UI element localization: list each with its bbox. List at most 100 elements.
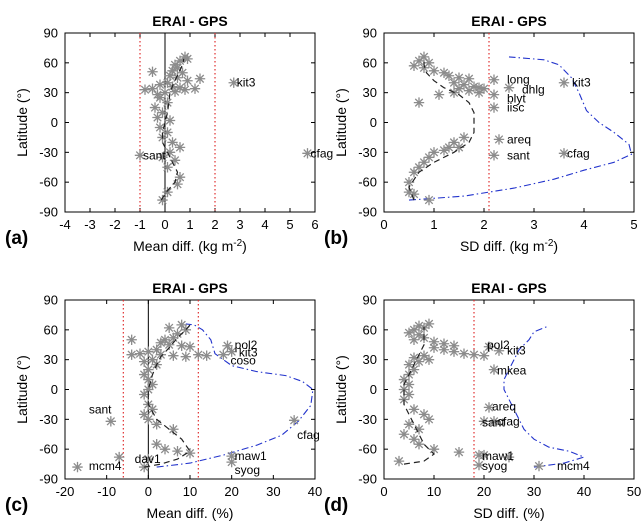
- data-point: [180, 324, 192, 336]
- data-point: [174, 142, 186, 153]
- station-label: syog: [235, 463, 260, 477]
- data-point: [533, 460, 545, 472]
- y-tick-label: -60: [39, 175, 58, 190]
- station-label: dav1: [135, 452, 161, 466]
- data-point: [408, 364, 420, 375]
- data-point: [418, 157, 430, 168]
- data-point: [453, 142, 465, 153]
- data-point: [134, 348, 146, 359]
- data-point: [448, 77, 460, 88]
- x-tick-label: 10: [427, 484, 441, 499]
- data-point: [428, 147, 440, 158]
- station-label: iisc: [507, 101, 524, 115]
- data-point: [488, 74, 500, 85]
- y-tick-label: 0: [370, 115, 377, 130]
- data-point: [162, 97, 173, 108]
- data-point: [408, 434, 420, 445]
- data-point: [179, 84, 191, 95]
- data-point: [147, 404, 158, 415]
- y-tick-label: 0: [51, 115, 58, 130]
- data-point: [418, 62, 430, 74]
- data-point: [138, 369, 150, 380]
- data-point: [438, 67, 450, 78]
- data-point: [176, 319, 187, 331]
- data-point: [408, 352, 420, 363]
- fit-line: [144, 324, 191, 468]
- y-tick-label: 0: [51, 382, 58, 397]
- data-point: [403, 176, 415, 188]
- data-point: [147, 379, 158, 390]
- data-point: [493, 134, 505, 145]
- fit-line: [408, 58, 475, 201]
- data-point: [403, 419, 415, 430]
- data-point: [138, 356, 150, 367]
- data-point: [558, 77, 570, 88]
- y-axis-label: Latitude (°): [14, 355, 30, 424]
- data-point: [488, 102, 500, 113]
- data-point: [413, 356, 425, 367]
- data-point: [172, 328, 183, 340]
- data-point: [143, 414, 154, 425]
- station-label: cfag: [311, 146, 334, 160]
- data-point: [228, 77, 239, 88]
- chart-title: ERAI - GPS: [471, 280, 546, 296]
- data-point: [458, 132, 470, 143]
- data-point: [408, 167, 420, 178]
- station-label: mcm4: [557, 459, 590, 473]
- data-point: [413, 55, 425, 67]
- x-tick-label: 4: [261, 217, 268, 232]
- data-point: [403, 359, 415, 370]
- data-point: [226, 346, 237, 357]
- data-point: [413, 162, 425, 173]
- x-tick-label: 40: [308, 484, 322, 499]
- y-tick-label: 0: [370, 382, 377, 397]
- data-point: [288, 415, 300, 426]
- data-point: [398, 374, 410, 385]
- panel-3: ERAI - GPS -90 -60 -30 0 30 60 90 -20 -10 0 10 20 30 4…: [5, 280, 322, 521]
- chart-title: ERAI - GPS: [152, 280, 227, 296]
- y-tick-label: 30: [363, 352, 377, 367]
- data-point: [418, 51, 430, 63]
- data-point: [468, 349, 480, 360]
- x-tick-label: 0: [380, 217, 387, 232]
- data-point: [113, 451, 125, 463]
- data-point: [189, 83, 201, 94]
- data-point: [403, 389, 415, 400]
- data-point: [105, 416, 117, 427]
- station-label: pol2: [487, 338, 510, 352]
- x-axis-label: Mean diff. (%): [147, 505, 234, 521]
- data-point: [138, 409, 150, 420]
- data-point: [159, 334, 171, 345]
- data-point: [159, 443, 171, 455]
- data-point: [478, 416, 490, 427]
- x-tick-label: -10: [97, 484, 116, 499]
- y-tick-label: -60: [358, 175, 377, 190]
- data-point: [184, 447, 196, 459]
- data-point: [172, 178, 183, 190]
- data-point: [433, 89, 445, 100]
- y-tick-label: 60: [44, 55, 58, 70]
- station-label: kit3: [507, 344, 526, 358]
- data-point: [151, 438, 162, 450]
- station-label: sant: [89, 402, 112, 416]
- plot-area: [403, 33, 633, 212]
- y-axis-label: Latitude (°): [14, 88, 30, 157]
- data-point: [428, 342, 440, 353]
- y-tick-label: 60: [44, 322, 58, 337]
- data-point: [393, 455, 405, 467]
- x-tick-label: -1: [134, 217, 146, 232]
- data-point: [154, 92, 166, 103]
- data-point: [138, 461, 150, 473]
- data-point: [164, 147, 176, 158]
- data-point: [201, 350, 212, 361]
- x-tick-label: 0: [145, 484, 152, 499]
- data-point: [478, 83, 490, 94]
- data-point: [413, 438, 425, 450]
- x-tick-label: 4: [580, 217, 587, 232]
- y-tick-label: -90: [358, 472, 377, 487]
- data-point: [478, 449, 490, 461]
- data-point: [463, 85, 475, 96]
- station-label: pol2: [235, 338, 258, 352]
- data-point: [448, 137, 460, 148]
- panel-2: ERAI - GPS -90 -60 -30 0 30 60 90 0 1 2 3 4 5 Latitude…: [324, 13, 638, 254]
